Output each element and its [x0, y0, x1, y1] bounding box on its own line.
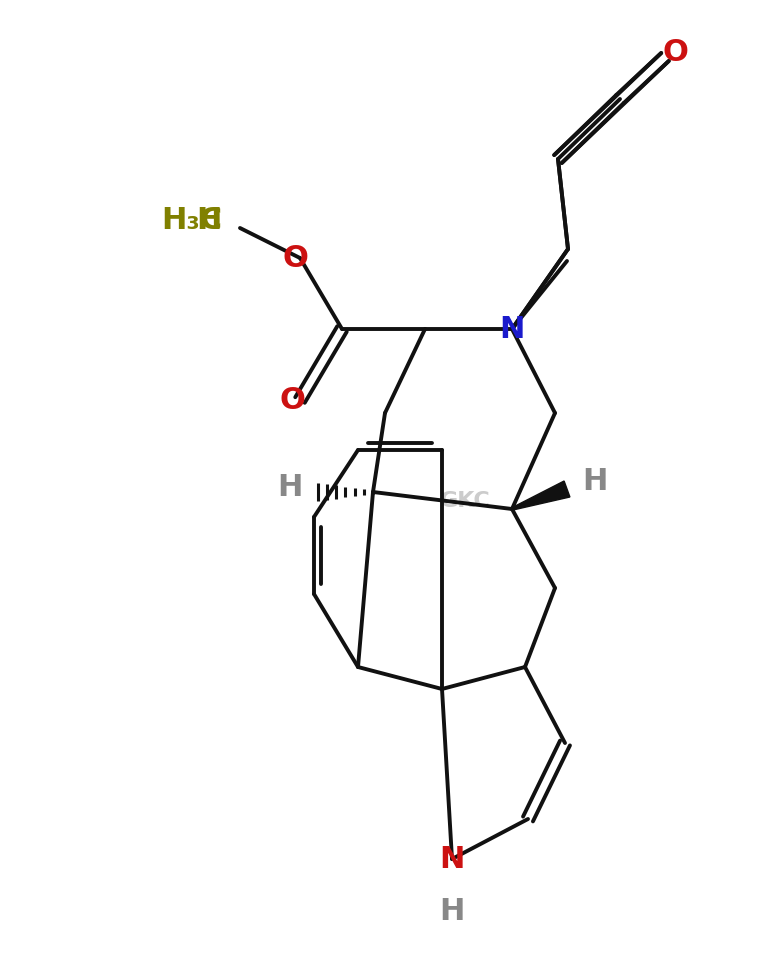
Polygon shape — [512, 481, 570, 510]
Text: O: O — [279, 385, 305, 415]
Text: O: O — [662, 38, 688, 66]
Text: H: H — [582, 466, 608, 495]
Text: GKC: GKC — [439, 491, 490, 511]
Text: N: N — [499, 315, 524, 344]
Text: O: O — [282, 244, 308, 273]
Text: H: H — [439, 896, 465, 925]
Text: H: H — [277, 473, 303, 501]
Text: H₃C: H₃C — [161, 206, 222, 235]
Text: H: H — [197, 206, 222, 235]
Text: N: N — [439, 845, 465, 874]
